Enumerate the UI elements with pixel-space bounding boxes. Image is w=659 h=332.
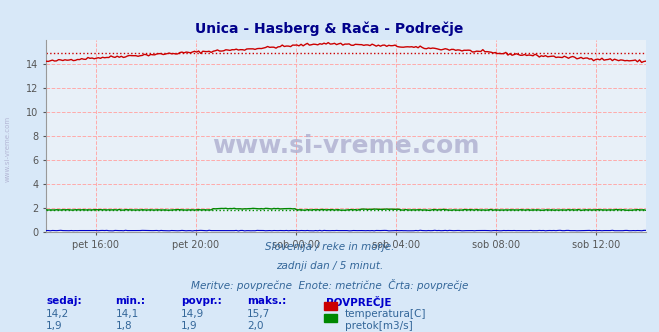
Text: www.si-vreme.com: www.si-vreme.com: [5, 116, 11, 183]
Text: www.si-vreme.com: www.si-vreme.com: [212, 134, 480, 158]
Text: 14,9: 14,9: [181, 309, 204, 319]
Text: 14,1: 14,1: [115, 309, 138, 319]
Text: 1,8: 1,8: [115, 321, 132, 331]
Text: Slovenija / reke in morje.: Slovenija / reke in morje.: [265, 242, 394, 252]
Text: min.:: min.:: [115, 296, 146, 306]
Text: 14,2: 14,2: [46, 309, 69, 319]
Text: Unica - Hasberg & Rača - Podrečje: Unica - Hasberg & Rača - Podrečje: [195, 22, 464, 36]
Text: 1,9: 1,9: [46, 321, 63, 331]
Text: sedaj:: sedaj:: [46, 296, 82, 306]
Text: 15,7: 15,7: [247, 309, 270, 319]
Text: temperatura[C]: temperatura[C]: [345, 309, 426, 319]
Text: 1,9: 1,9: [181, 321, 198, 331]
Text: Meritve: povprečne  Enote: metrične  Črta: povprečje: Meritve: povprečne Enote: metrične Črta:…: [191, 279, 468, 291]
Text: povpr.:: povpr.:: [181, 296, 222, 306]
Text: maks.:: maks.:: [247, 296, 287, 306]
Text: 2,0: 2,0: [247, 321, 264, 331]
Text: pretok[m3/s]: pretok[m3/s]: [345, 321, 413, 331]
Text: zadnji dan / 5 minut.: zadnji dan / 5 minut.: [276, 261, 383, 271]
Text: POVPREČJE: POVPREČJE: [326, 296, 391, 308]
